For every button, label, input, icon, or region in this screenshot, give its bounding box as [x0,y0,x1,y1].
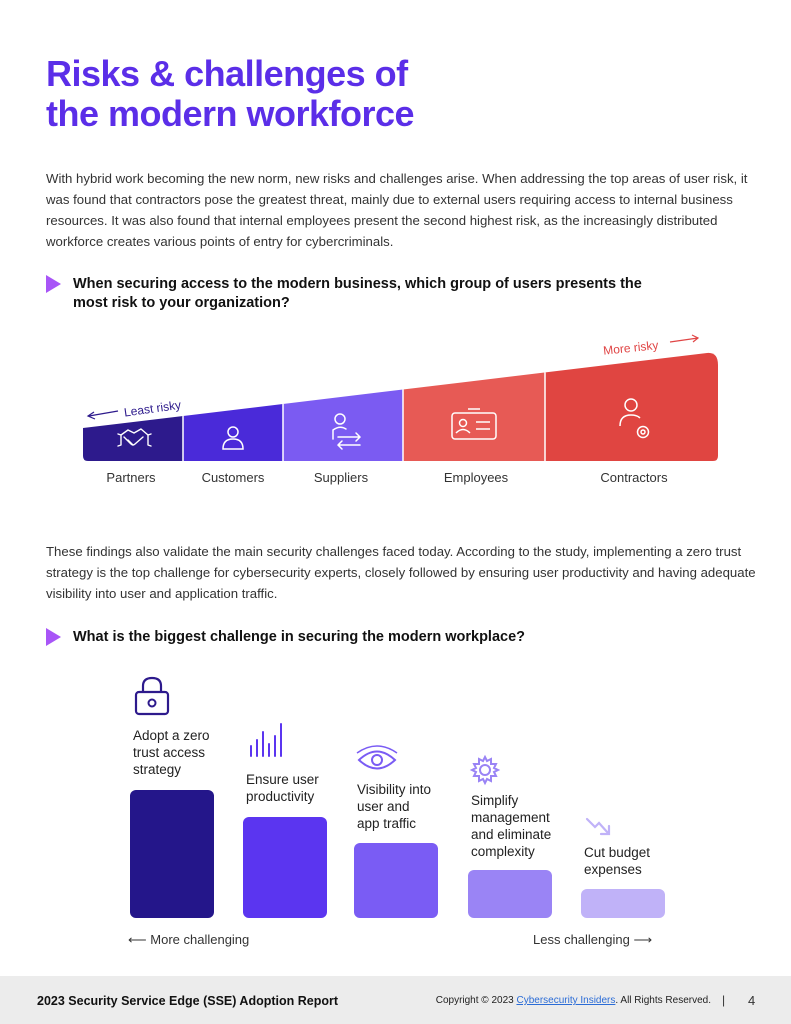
challenge-bar-4 [468,870,552,918]
less-challenging-label: Less challenging [533,932,630,947]
challenge-label-5: Cut budget expenses [584,844,650,878]
challenge-label-line: user and [357,799,410,814]
challenge-label-line: Simplify [471,793,519,808]
lock-icon [134,676,170,716]
id-card-icon [451,408,497,440]
least-risky-label: Least risky [123,398,182,420]
trend-down-icon [585,817,611,836]
question-1-text: When securing access to the modern busin… [73,276,642,311]
footer-separator: | [722,993,726,1007]
challenge-label-line: trust access [133,745,206,760]
person-exchange-icon [332,413,362,450]
question-2: What is the biggest challenge in securin… [46,628,673,647]
less-challenging-axis: Less challenging ⟶ [533,932,652,948]
risk-segment-customers [183,352,283,461]
challenge-label-line: productivity [246,789,315,804]
copyright: Copyright © 2023 Cybersecurity Insiders.… [436,995,711,1006]
question-1: When securing access to the modern busin… [46,275,673,313]
person-gear-icon [619,398,650,439]
right-arrow-icon: ⟶ [633,932,653,947]
challenge-label-4: Simplify management and eliminate complexit… [471,792,551,860]
challenge-label-line: strategy [133,762,182,777]
left-arrow-icon: ⟵ [128,932,147,947]
more-challenging-axis: ⟵ More challenging [128,932,249,948]
challenge-label-line: Adopt a zero [133,728,210,743]
person-icon [222,426,244,450]
group-label-employees: Employees [444,470,509,485]
challenge-bar-1 [130,790,214,918]
page-title: Risks & challenges of the modern workfor… [46,53,415,134]
challenge-label-3: Visibility into user and app traffic [357,781,431,832]
copyright-prefix: Copyright © 2023 [435,995,514,1006]
handshake-icon [117,428,152,447]
title-line-2: the modern workforce [46,93,415,134]
group-label-customers: Customers [202,470,265,485]
page-number: 4 [748,993,756,1008]
copyright-suffix: . All Rights Reserved. [615,995,711,1006]
challenge-label-line: Visibility into [357,782,432,797]
challenge-bar-3 [354,843,438,918]
more-challenging-label: More challenging [150,932,250,947]
challenge-label-line: expenses [584,862,642,877]
challenge-label-line: management [471,810,550,825]
intro-paragraph: With hybrid work becoming the new norm, … [46,171,748,249]
findings-paragraph: These findings also validate the main se… [46,544,756,601]
gear-icon [469,754,501,786]
title-line-1: Risks & challenges of [46,53,408,94]
group-label-contractors: Contractors [600,470,668,485]
question-2-text: What is the biggest challenge in securin… [73,629,525,645]
challenge-label-1: Adopt a zero trust access strategy [133,727,210,778]
cybersecurity-insiders-link[interactable]: Cybersecurity Insiders [516,995,616,1006]
challenge-label-line: app traffic [357,816,417,831]
risk-chart: Least risky More risky Partners Customer… [83,334,718,485]
page-footer: 2023 Security Service Edge (SSE) Adoptio… [0,976,791,1024]
challenge-bar-5 [581,889,665,918]
bar-chart-icon [250,723,282,757]
challenge-label-line: and eliminate [471,827,552,842]
challenge-label-line: complexity [471,844,535,859]
triangle-bullet-icon [46,628,61,646]
risk-segment-partners [83,352,183,461]
group-label-partners: Partners [106,470,156,485]
risk-segment-suppliers [283,352,403,461]
challenge-label-line: Ensure user [246,772,319,787]
challenge-bar-2 [243,817,327,918]
group-label-suppliers: Suppliers [314,470,369,485]
challenge-label-2: Ensure user productivity [246,771,319,805]
triangle-bullet-icon [46,275,61,293]
report-title: 2023 Security Service Edge (SSE) Adoptio… [37,994,339,1008]
more-risky-label: More risky [603,338,660,358]
challenge-label-line: Cut budget [584,845,651,860]
risk-segment-employees [403,352,545,461]
eye-icon [356,745,398,770]
risk-segment-contractors [545,352,718,461]
